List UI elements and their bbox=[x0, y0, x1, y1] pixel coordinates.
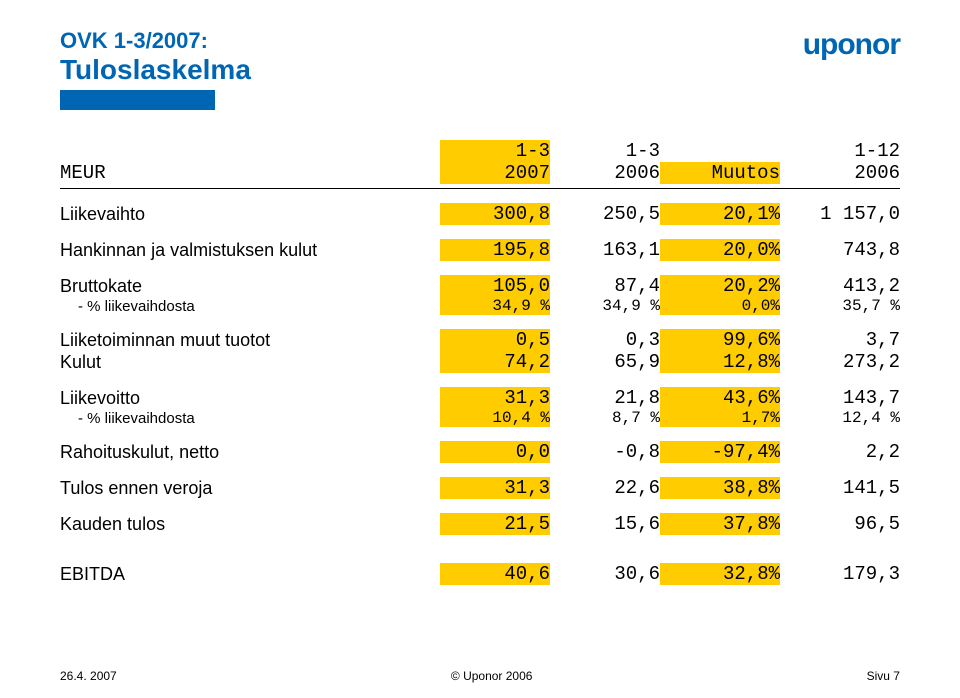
cell-c1: 195,8 bbox=[440, 239, 550, 261]
cell-c3: 1,7% bbox=[660, 409, 780, 427]
cell-c2: -0,8 bbox=[550, 441, 660, 463]
cell-c3: 0,0% bbox=[660, 297, 780, 315]
cell-c2: 22,6 bbox=[550, 477, 660, 499]
table-row: EBITDA 40,6 30,6 32,8% 179,3 bbox=[60, 563, 900, 585]
cell-c4: 3,7 bbox=[780, 329, 900, 351]
cell-c4: 96,5 bbox=[780, 513, 900, 535]
cell-c2: 163,1 bbox=[550, 239, 660, 261]
cell-c3: 32,8% bbox=[660, 563, 780, 585]
cell-c1: 74,2 bbox=[440, 351, 550, 373]
footer-date: 26.4. 2007 bbox=[60, 669, 117, 683]
row-label: EBITDA bbox=[60, 564, 440, 585]
cell-c4: 35,7 % bbox=[780, 297, 900, 315]
cell-c3: 12,8% bbox=[660, 351, 780, 373]
cell-c2: 87,4 bbox=[550, 275, 660, 297]
cell-c3: -97,4% bbox=[660, 441, 780, 463]
row-label: Tulos ennen veroja bbox=[60, 478, 440, 499]
accent-bar bbox=[60, 90, 215, 110]
cell-c4: 143,7 bbox=[780, 387, 900, 409]
title-block: OVK 1-3/2007: Tuloslaskelma bbox=[60, 28, 803, 110]
table-row: Bruttokate 105,0 87,4 20,2% 413,2 bbox=[60, 275, 900, 297]
cell-c2: 0,3 bbox=[550, 329, 660, 351]
slide-footer: 26.4. 2007 © Uponor 2006 Sivu 7 bbox=[60, 669, 900, 683]
cell-c1: 31,3 bbox=[440, 387, 550, 409]
row-label: Hankinnan ja valmistuksen kulut bbox=[60, 240, 440, 261]
table-row: Liikevoitto 31,3 21,8 43,6% 143,7 bbox=[60, 387, 900, 409]
col-header-label: MEUR bbox=[60, 162, 440, 184]
table-row: Liikevaihto 300,8 250,5 20,1% 1 157,0 bbox=[60, 203, 900, 225]
col-header-change: Muutos bbox=[660, 162, 780, 184]
table-header-row: MEUR 1-3 2007 1-3 2006 Muutos 1-12 2006 bbox=[60, 140, 900, 189]
row-sub-label: - % liikevaihdosta bbox=[60, 410, 440, 427]
cell-c4: 12,4 % bbox=[780, 409, 900, 427]
row-label: Liikevaihto bbox=[60, 204, 440, 225]
table-row-sub: - % liikevaihdosta 34,9 % 34,9 % 0,0% 35… bbox=[60, 297, 900, 315]
title-main: Tuloslaskelma bbox=[60, 54, 803, 86]
cell-c4: 141,5 bbox=[780, 477, 900, 499]
table-row: Tulos ennen veroja 31,3 22,6 38,8% 141,5 bbox=[60, 477, 900, 499]
cell-c1: 105,0 bbox=[440, 275, 550, 297]
table-row: Kulut 74,2 65,9 12,8% 273,2 bbox=[60, 351, 900, 373]
cell-c1: 0,5 bbox=[440, 329, 550, 351]
cell-c2: 250,5 bbox=[550, 203, 660, 225]
footer-page: Sivu 7 bbox=[867, 669, 900, 683]
row-label: Liikevoitto bbox=[60, 388, 440, 409]
cell-c3: 43,6% bbox=[660, 387, 780, 409]
income-statement-table: MEUR 1-3 2007 1-3 2006 Muutos 1-12 2006 … bbox=[60, 140, 900, 585]
cell-c2: 65,9 bbox=[550, 351, 660, 373]
row-label: Rahoituskulut, netto bbox=[60, 442, 440, 463]
cell-c4: 413,2 bbox=[780, 275, 900, 297]
cell-c3: 20,2% bbox=[660, 275, 780, 297]
company-logo: uponor bbox=[803, 28, 900, 62]
cell-c3: 99,6% bbox=[660, 329, 780, 351]
cell-c1: 300,8 bbox=[440, 203, 550, 225]
cell-c3: 38,8% bbox=[660, 477, 780, 499]
cell-c3: 20,1% bbox=[660, 203, 780, 225]
cell-c1: 34,9 % bbox=[440, 297, 550, 315]
cell-c1: 0,0 bbox=[440, 441, 550, 463]
cell-c1: 40,6 bbox=[440, 563, 550, 585]
cell-c4: 179,3 bbox=[780, 563, 900, 585]
row-label: Bruttokate bbox=[60, 276, 440, 297]
row-label: Kauden tulos bbox=[60, 514, 440, 535]
cell-c4: 2,2 bbox=[780, 441, 900, 463]
cell-c1: 21,5 bbox=[440, 513, 550, 535]
cell-c3: 20,0% bbox=[660, 239, 780, 261]
slide-header: OVK 1-3/2007: Tuloslaskelma uponor bbox=[60, 28, 900, 110]
col-header-2006q: 1-3 2006 bbox=[550, 140, 660, 184]
table-row: Rahoituskulut, netto 0,0 -0,8 -97,4% 2,2 bbox=[60, 441, 900, 463]
cell-c2: 34,9 % bbox=[550, 297, 660, 315]
row-sub-label: - % liikevaihdosta bbox=[60, 298, 440, 315]
table-row: Hankinnan ja valmistuksen kulut 195,8 16… bbox=[60, 239, 900, 261]
cell-c2: 15,6 bbox=[550, 513, 660, 535]
cell-c2: 8,7 % bbox=[550, 409, 660, 427]
cell-c2: 30,6 bbox=[550, 563, 660, 585]
cell-c2: 21,8 bbox=[550, 387, 660, 409]
cell-c1: 10,4 % bbox=[440, 409, 550, 427]
table-row: Kauden tulos 21,5 15,6 37,8% 96,5 bbox=[60, 513, 900, 535]
title-prefix: OVK 1-3/2007: bbox=[60, 28, 803, 54]
col-header-2007: 1-3 2007 bbox=[440, 140, 550, 184]
cell-c4: 743,8 bbox=[780, 239, 900, 261]
cell-c3: 37,8% bbox=[660, 513, 780, 535]
row-label: Liiketoiminnan muut tuotot bbox=[60, 330, 440, 351]
cell-c4: 273,2 bbox=[780, 351, 900, 373]
cell-c1: 31,3 bbox=[440, 477, 550, 499]
row-label: Kulut bbox=[60, 352, 440, 373]
footer-copyright: © Uponor 2006 bbox=[451, 669, 533, 683]
table-row-sub: - % liikevaihdosta 10,4 % 8,7 % 1,7% 12,… bbox=[60, 409, 900, 427]
col-header-2006y: 1-12 2006 bbox=[780, 140, 900, 184]
table-row: Liiketoiminnan muut tuotot 0,5 0,3 99,6%… bbox=[60, 329, 900, 351]
cell-c4: 1 157,0 bbox=[780, 203, 900, 225]
